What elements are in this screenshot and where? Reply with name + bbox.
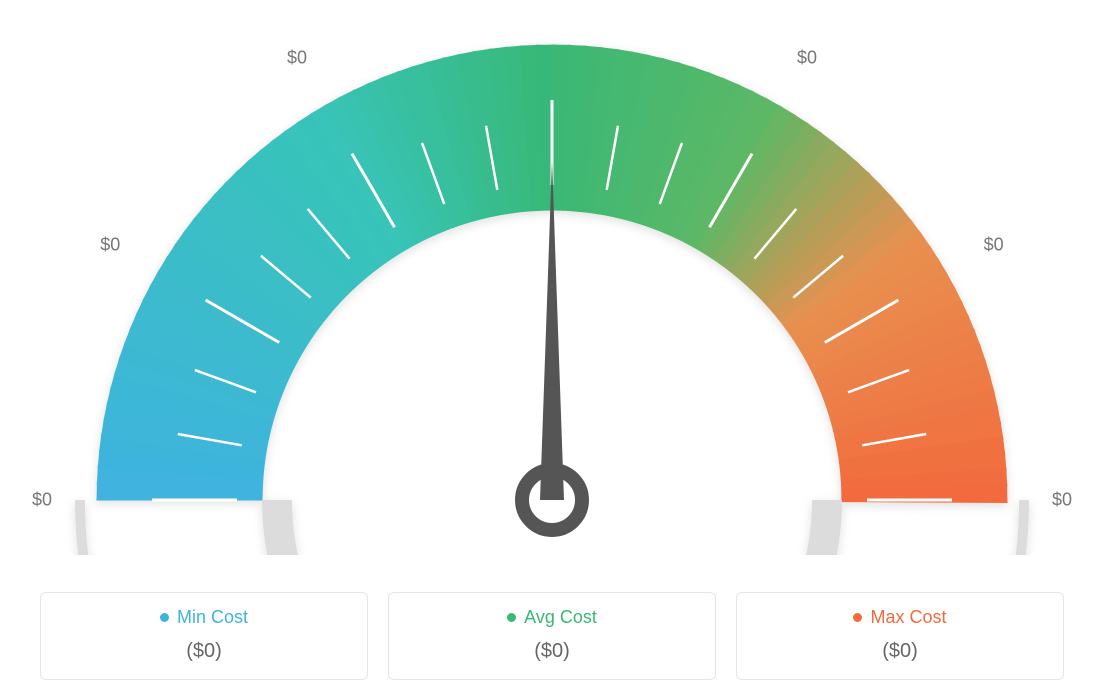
legend-card-max: Max Cost ($0) [736, 592, 1064, 680]
legend-dot-avg [507, 613, 516, 622]
legend-label-row: Max Cost [737, 607, 1063, 628]
gauge-tick-label: $0 [542, 0, 562, 1]
gauge-tick-label: $0 [984, 235, 1004, 256]
gauge-tick-label: $0 [100, 235, 120, 256]
legend-label-row: Min Cost [41, 607, 367, 628]
legend-dot-min [160, 613, 169, 622]
gauge-tick-label: $0 [32, 490, 52, 511]
legend-value-min: ($0) [41, 640, 367, 663]
legend-dot-max [853, 613, 862, 622]
gauge-container: $0 $0 $0 $0 $0 $0 $0 [0, 0, 1104, 555]
legend-card-avg: Avg Cost ($0) [388, 592, 716, 680]
legend-row: Min Cost ($0) Avg Cost ($0) Max Cost ($0… [40, 592, 1064, 680]
gauge-tick-label: $0 [287, 48, 307, 69]
gauge-tick-label: $0 [797, 48, 817, 69]
gauge-tick-label: $0 [1052, 490, 1072, 511]
legend-card-min: Min Cost ($0) [40, 592, 368, 680]
legend-label-min: Min Cost [177, 607, 248, 628]
legend-label-row: Avg Cost [389, 607, 715, 628]
legend-label-avg: Avg Cost [524, 607, 597, 628]
legend-value-avg: ($0) [389, 640, 715, 663]
legend-label-max: Max Cost [870, 607, 946, 628]
legend-value-max: ($0) [737, 640, 1063, 663]
gauge-chart [0, 0, 1104, 555]
